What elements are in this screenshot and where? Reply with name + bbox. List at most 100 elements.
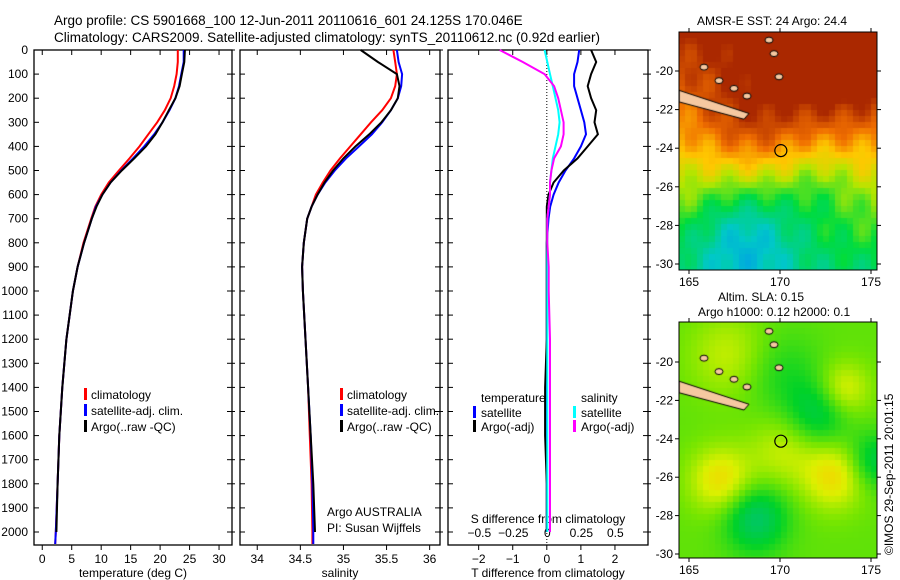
x-tick-label: 0 [39,552,46,566]
map-y-tick-label: -20 [656,64,674,78]
s-tick-label: 0.5 [607,526,624,540]
x-tick-label: 1 [578,552,585,566]
x-tick-label: 10 [94,552,108,566]
legend-label: Argo(..raw -QC) [347,420,432,434]
legend-swatch [473,420,476,432]
y-tick-label: 900 [8,260,28,274]
sst-map-title: AMSR-E SST: 24 Argo: 24.4 [697,14,848,28]
map-x-tick-label: 170 [770,563,790,577]
y-tick-label: 1500 [1,404,28,418]
legend-label: satellite [581,406,622,420]
legend-label: climatology [91,388,151,402]
x-axis-label: salinity [322,566,359,580]
y-tick-label: 0 [21,43,28,57]
series-line-salinity-argo-adj- [499,49,565,532]
map-frame [678,321,878,559]
y-tick-label: 2000 [1,525,28,539]
sst-map [679,32,877,270]
legend-swatch [340,404,343,416]
legend-title-temperature: temperature [481,391,546,405]
series-line-argo-raw-qc- [301,49,401,533]
x-tick-label: 35 [337,552,351,566]
map-y-tick-label: -22 [656,393,674,407]
y-tick-label: 1200 [1,332,28,346]
legend-label: satellite [481,406,522,420]
x-tick-label: 36 [423,552,437,566]
x-tick-label: 34.5 [289,552,313,566]
series-line-temperature-argo-adj- [544,49,600,532]
legend-title-salinity: salinity [581,391,618,405]
series-line-argo-raw-qc- [55,49,186,533]
legend-label: climatology [347,388,407,402]
y-tick-label: 1100 [2,308,28,322]
x-tick-label: 35.5 [375,552,399,566]
legend-swatch [84,404,87,416]
y-tick-label: 1000 [1,284,28,298]
x-tick-label: 0 [543,552,550,566]
plot-frame-salinity [239,49,441,546]
legend-swatch [84,388,87,400]
legend-swatch [340,388,343,400]
credit-text: ©IMOS 29-Sep-2011 20:01:15 [882,393,896,555]
x-tick-label: 25 [183,552,197,566]
map-y-tick-label: -30 [656,547,674,561]
sla-map [679,322,877,558]
y-tick-label: 1600 [1,429,28,443]
legend-label: Argo(-adj) [581,420,634,434]
legend-swatch [340,420,343,432]
map-x-tick-label: 165 [679,275,699,289]
y-tick-label: 700 [8,212,28,226]
map-x-tick-label: 175 [861,275,881,289]
legend-label: Argo(-adj) [481,420,534,434]
operator-annotation: PI: Susan Wijffels [327,521,421,535]
x-tick-label: 30 [212,552,226,566]
sla-map-title1: Altim. SLA: 0.15 [718,290,805,304]
x-tick-label: 5 [68,552,75,566]
s-tick-label: 0 [544,526,551,540]
map-y-tick-label: -30 [656,257,674,271]
legend-swatch [573,406,576,418]
plot-frame-differences [447,49,649,546]
x-axis-label: T difference from climatology [471,566,625,580]
y-tick-label: 1700 [1,453,28,467]
map-y-tick-label: -26 [656,470,674,484]
figure-title-line1: Argo profile: CS 5901668_100 12-Jun-2011… [54,13,523,28]
legend-label: satellite-adj. clim. [347,404,439,418]
y-tick-label: 400 [8,139,28,153]
legend-label: satellite-adj. clim. [91,404,183,418]
y-tick-label: 100 [8,67,28,81]
s-tick-label: 0.25 [570,526,594,540]
map-y-tick-label: -28 [656,509,674,523]
x-tick-label: 34 [251,552,265,566]
operator-annotation: Argo AUSTRALIA [327,505,422,519]
plot-frame-temperature [33,49,233,546]
x-tick-label: 20 [153,552,167,566]
map-x-tick-label: 175 [861,563,881,577]
legend-swatch [573,420,576,432]
y-tick-label: 1400 [1,380,28,394]
map-y-tick-label: -24 [656,141,674,155]
y-tick-label: 500 [8,163,28,177]
x-tick-label: 2 [612,552,619,566]
float-location-marker [774,434,788,448]
s-tick-label: −0.25 [498,526,529,540]
y-tick-label: 1800 [1,477,28,491]
sla-map-title2: Argo h1000: 0.12 h2000: 0.1 [698,305,851,319]
x-tick-label: 15 [124,552,138,566]
map-x-tick-label: 165 [679,563,699,577]
x-axis-label: temperature (deg C) [79,566,187,580]
map-y-tick-label: -28 [656,218,674,232]
figure-title-line2: Climatology: CARS2009. Satellite-adjuste… [54,30,601,45]
y-tick-label: 600 [8,188,28,202]
x-tick-label: −1 [506,552,520,566]
legend-swatch [473,406,476,418]
map-y-tick-label: -22 [656,103,674,117]
map-y-tick-label: -20 [656,355,674,369]
y-tick-label: 1300 [1,356,28,370]
y-tick-label: 1900 [1,501,28,515]
map-y-tick-label: -26 [656,180,674,194]
y-tick-label: 300 [8,115,28,129]
